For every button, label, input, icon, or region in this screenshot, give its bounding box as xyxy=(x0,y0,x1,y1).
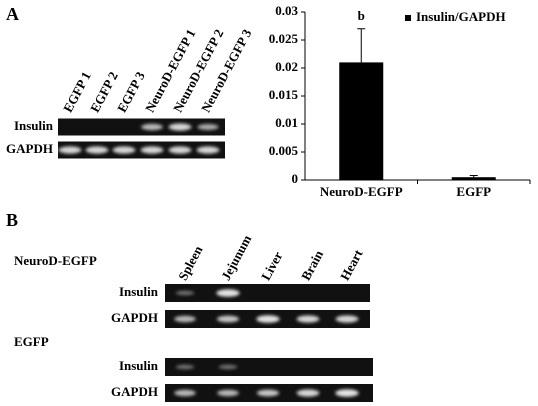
gel-band xyxy=(175,364,195,370)
gel-band xyxy=(218,364,238,370)
gel-band xyxy=(168,146,192,154)
row-label: GAPDH xyxy=(6,141,53,156)
gel-band xyxy=(216,289,240,297)
x-tick-label: NeuroD-EGFP xyxy=(320,184,403,199)
legend-swatch xyxy=(405,15,411,21)
group-label: NeuroD-EGFP xyxy=(14,253,97,268)
y-tick-label: 0.015 xyxy=(269,87,299,102)
gel-band xyxy=(335,389,359,397)
gel-band xyxy=(197,124,219,130)
legend-label: Insulin/GAPDH xyxy=(416,9,506,24)
lane-label: Spleen xyxy=(175,243,206,283)
bar xyxy=(451,177,496,180)
y-tick-label: 0.005 xyxy=(269,143,299,158)
y-tick-label: 0.025 xyxy=(269,31,299,46)
gel-band xyxy=(296,389,320,397)
gel-band xyxy=(256,315,280,323)
gel-band xyxy=(175,290,195,296)
lane-label: Heart xyxy=(337,246,366,282)
x-tick-label: EGFP xyxy=(456,184,491,199)
gel-image xyxy=(165,358,373,376)
row-label: Insulin xyxy=(119,284,159,299)
gel-band xyxy=(112,146,136,154)
row-label: Insulin xyxy=(119,358,159,373)
error-bar xyxy=(357,28,366,63)
y-tick-label: 0 xyxy=(292,171,299,186)
gel-band xyxy=(196,146,220,154)
y-tick-label: 0.01 xyxy=(275,115,298,130)
bar xyxy=(339,62,384,180)
gel-band xyxy=(174,315,196,323)
group-label: EGFP xyxy=(14,334,49,349)
gel-image xyxy=(165,284,370,302)
row-label: GAPDH xyxy=(111,310,158,325)
panel-label: A xyxy=(6,4,19,24)
lane-label: Brain xyxy=(298,247,327,283)
gel-band xyxy=(168,123,192,131)
gel-band xyxy=(141,123,163,131)
lane-label: Liver xyxy=(258,249,286,283)
row-label: GAPDH xyxy=(111,384,158,399)
gel-band xyxy=(296,315,320,323)
row-label: Insulin xyxy=(14,118,54,133)
gel-band xyxy=(85,146,109,154)
gel-band xyxy=(174,389,196,397)
annotation: b xyxy=(358,8,365,23)
y-tick-label: 0.03 xyxy=(275,3,298,18)
panel-label: B xyxy=(6,210,18,230)
lane-label: Jejunum xyxy=(218,232,254,283)
gel-band xyxy=(217,389,239,397)
y-tick-label: 0.02 xyxy=(275,59,298,74)
gel-band xyxy=(216,315,240,323)
gel-band xyxy=(335,315,359,323)
gel-band xyxy=(256,389,280,397)
gel-band xyxy=(58,146,82,154)
gel-band xyxy=(140,146,164,154)
error-bar xyxy=(469,175,478,178)
